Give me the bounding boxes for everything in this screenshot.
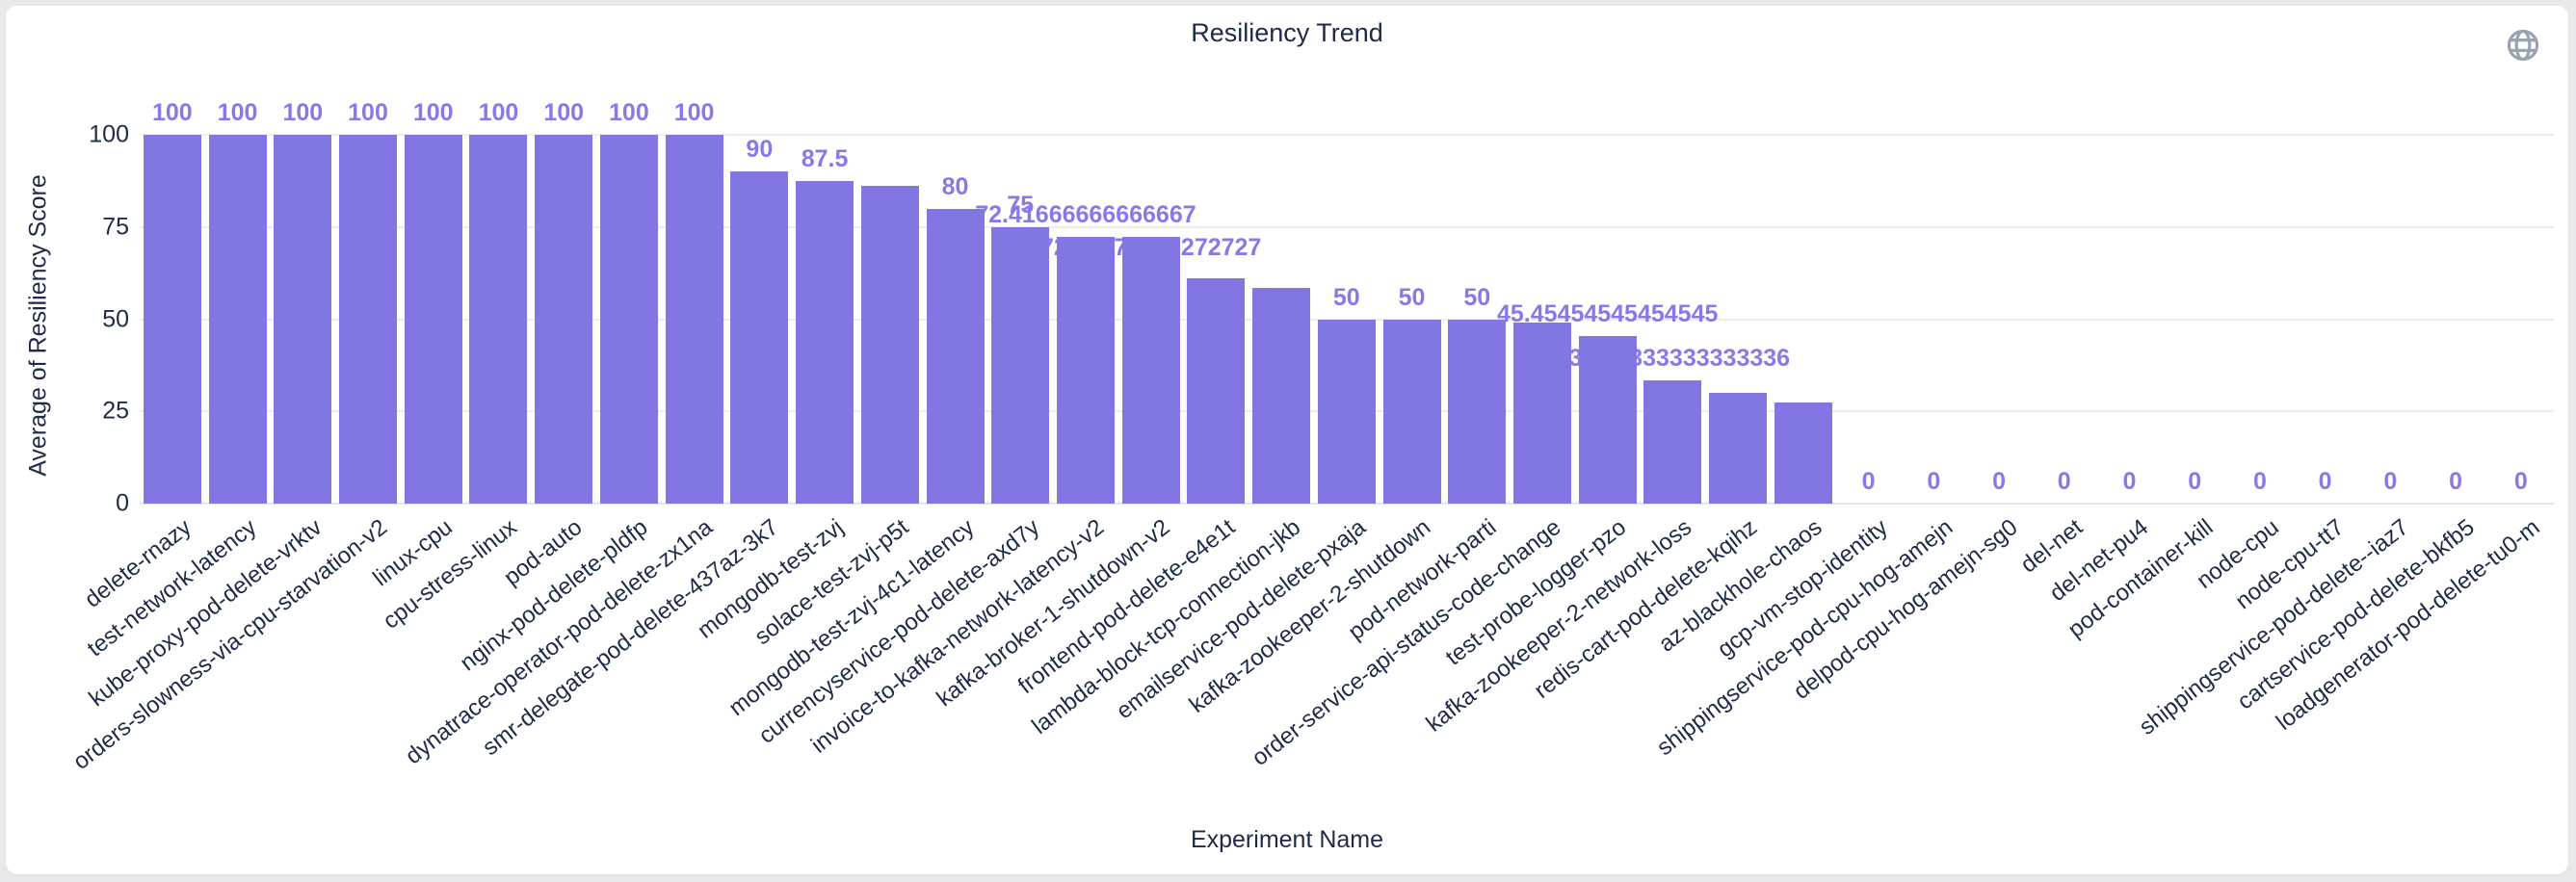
bar[interactable] — [1774, 402, 1832, 504]
bar-value-label: 100 — [478, 99, 519, 126]
chart-title: Resiliency Trend — [1191, 18, 1383, 47]
bar-value-label: 75 — [1007, 191, 1035, 219]
bar-value-label: 50 — [1463, 283, 1491, 311]
x-axis-line — [140, 503, 2554, 505]
bar[interactable] — [665, 135, 723, 504]
bar-value-label: 0 — [1992, 468, 2006, 495]
bar[interactable] — [926, 208, 985, 504]
bar[interactable] — [1578, 335, 1637, 504]
bar-value-label: 0 — [2513, 468, 2528, 495]
gridline — [140, 134, 2554, 136]
y-tick-label: 0 — [116, 489, 129, 517]
bar[interactable] — [991, 226, 1050, 504]
bar[interactable] — [1643, 380, 1702, 504]
bar-value-label: 100 — [282, 99, 324, 126]
bar[interactable] — [599, 135, 658, 504]
bar[interactable] — [208, 135, 267, 504]
globe-icon[interactable] — [2505, 27, 2541, 64]
bar-value-label: 0 — [2122, 468, 2137, 495]
bar-value-label: 100 — [412, 99, 454, 126]
bar-value-label: 72.41666666666667 — [975, 200, 1196, 228]
bar-value-label: 0 — [2318, 468, 2332, 495]
bar[interactable] — [1121, 237, 1180, 504]
bar-value-label: 100 — [673, 99, 715, 126]
y-tick-label: 100 — [89, 120, 129, 148]
bar-value-label: 0 — [2188, 468, 2202, 495]
bar[interactable] — [535, 135, 593, 504]
bar[interactable] — [1382, 319, 1441, 504]
bar[interactable] — [730, 171, 789, 504]
bar[interactable] — [339, 135, 398, 504]
bar[interactable] — [1512, 323, 1571, 504]
bar-value-label: 100 — [152, 99, 193, 126]
bar-value-label: 0 — [2057, 468, 2071, 495]
bar-value-label: 100 — [609, 99, 649, 126]
bar[interactable] — [1709, 393, 1768, 504]
bar[interactable] — [1056, 236, 1115, 504]
bar[interactable] — [143, 135, 201, 504]
bar-value-label: 45.45454545454545 — [1496, 299, 1719, 327]
y-tick-label: 25 — [102, 397, 129, 425]
bar-value-label: 0 — [2252, 468, 2267, 495]
bar-value-label: 87.5 — [801, 144, 849, 172]
x-axis-title: Experiment Name — [1190, 826, 1384, 853]
bar-value-label: 0 — [2383, 468, 2398, 495]
bar-value-label: 100 — [543, 99, 585, 126]
bar[interactable] — [1317, 319, 1376, 504]
bar-value-label: 0 — [1861, 468, 1876, 495]
bar[interactable] — [860, 185, 919, 504]
chart-card: Resiliency Trend Average of Resiliency S… — [6, 6, 2568, 874]
bar-value-label: 50 — [1398, 283, 1426, 311]
bar-value-label: 0 — [2449, 468, 2462, 495]
bar[interactable] — [796, 180, 854, 504]
y-axis-title: Average of Resiliency Score — [24, 174, 52, 477]
bar-value-label: 0 — [1927, 468, 1941, 495]
bar-value-label: 90 — [746, 136, 774, 164]
bar[interactable] — [1187, 278, 1246, 504]
bar[interactable] — [404, 135, 462, 504]
y-tick-label: 50 — [102, 305, 129, 332]
y-tick-label: 75 — [102, 213, 129, 241]
bar[interactable] — [1448, 319, 1507, 504]
bar-value-label: 100 — [217, 99, 258, 126]
bar-value-label: 50 — [1332, 283, 1360, 311]
bar-value-label: 100 — [348, 99, 388, 126]
gridline — [140, 225, 2554, 228]
bar-value-label: 80 — [941, 172, 969, 200]
bar[interactable] — [1252, 287, 1311, 504]
bar[interactable] — [469, 135, 528, 504]
bar[interactable] — [274, 135, 332, 504]
